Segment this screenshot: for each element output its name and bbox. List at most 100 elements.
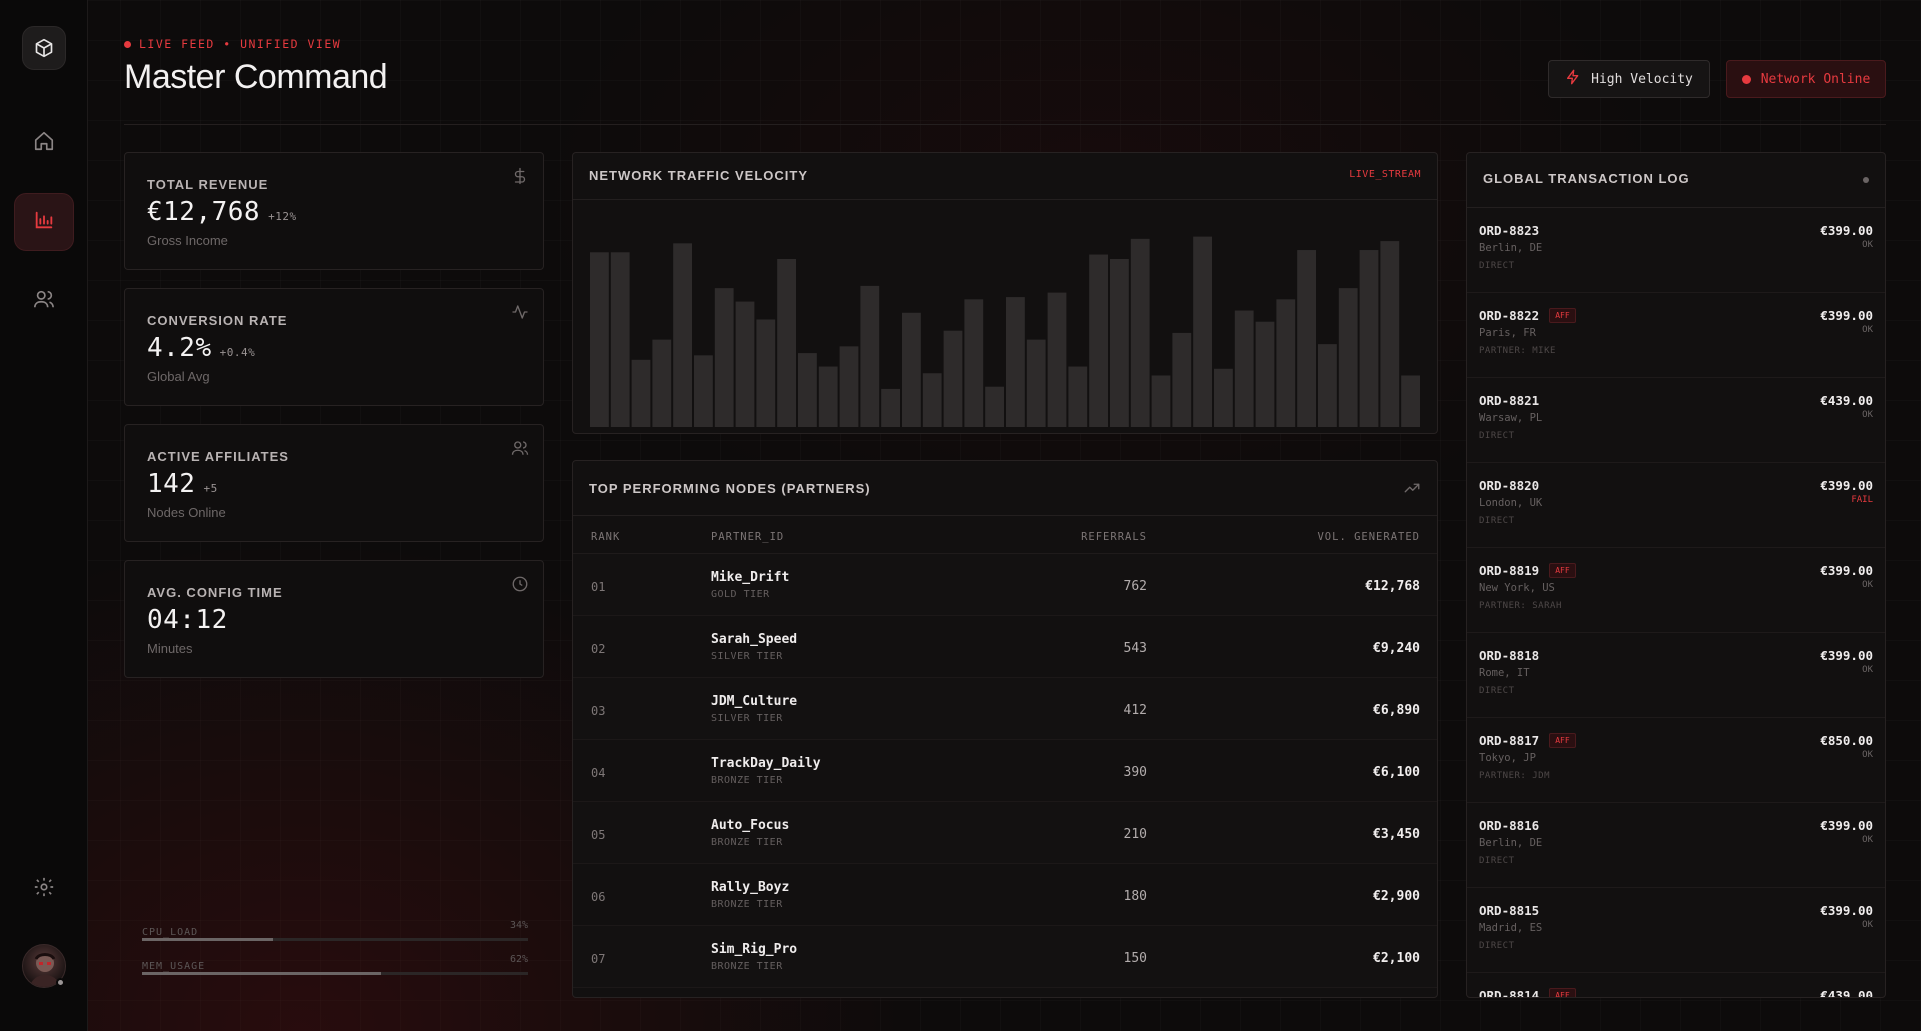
partner-name: Sim_Rig_Pro (711, 942, 798, 957)
rank-cell: 04 (591, 766, 606, 780)
stat-subtitle: Nodes Online (147, 505, 226, 520)
traffic-bar (860, 285, 880, 427)
transaction-item[interactable]: ORD-8815 Madrid, ES DIRECT €399.00 OK (1467, 888, 1885, 973)
bar-chart-icon (33, 209, 55, 236)
order-id-wrap: ORD-8821 (1479, 393, 1539, 408)
order-source: DIRECT (1479, 261, 1515, 271)
partner-name: Mike_Drift (711, 570, 790, 585)
system-meters: CPU_LOAD 34% MEM_USAGE 62% (142, 920, 528, 988)
mem-meter: MEM_USAGE 62% (142, 954, 528, 988)
order-id: ORD-8823 (1479, 223, 1540, 238)
stat-value-number: 04:12 (147, 605, 228, 635)
table-row[interactable]: 05 Auto_Focus BRONZE TIER 210 €3,450 (573, 802, 1437, 864)
sidebar-item-analytics[interactable] (14, 193, 74, 251)
table-row[interactable]: 04 TrackDay_Daily BRONZE TIER 390 €6,100 (573, 740, 1437, 802)
mem-track (142, 972, 528, 975)
transaction-log-panel: GLOBAL TRANSACTION LOG ORD-8823 Berlin, D… (1466, 152, 1886, 998)
logo-cube-icon[interactable] (22, 26, 66, 70)
referrals-cell: 390 (1123, 765, 1147, 780)
panel-divider (1467, 207, 1885, 208)
traffic-bar (1089, 254, 1108, 427)
order-id-wrap: ORD-8823 (1479, 223, 1539, 238)
high-velocity-button[interactable]: High Velocity (1548, 60, 1710, 98)
referrals-cell: 762 (1123, 579, 1147, 594)
transaction-item[interactable]: ORD-8814 AFF €439.00 (1467, 973, 1885, 998)
order-location: Rome, IT (1479, 667, 1530, 679)
order-id: ORD-8822 (1479, 308, 1540, 323)
traffic-bar (964, 299, 984, 427)
transaction-item[interactable]: ORD-8821 Warsaw, PL DIRECT €439.00 OK (1467, 378, 1885, 463)
stat-value-number: 142 (147, 469, 196, 499)
order-source: DIRECT (1479, 941, 1515, 951)
affiliate-badge: AFF (1549, 308, 1576, 323)
partner-name: Sarah_Speed (711, 632, 798, 647)
table-row[interactable]: 02 Sarah_Speed SILVER TIER 543 €9,240 (573, 616, 1437, 678)
sidebar-item-home[interactable] (14, 114, 74, 172)
live-feed-tag: LIVE FEED • UNIFIED VIEW (124, 37, 341, 51)
traffic-bar (652, 339, 672, 427)
order-location: London, UK (1479, 497, 1543, 509)
transaction-item[interactable]: ORD-8819 AFF New York, US PARTNER: SARAH €39… (1467, 548, 1885, 633)
order-id-wrap: ORD-8816 (1479, 818, 1539, 833)
volume-cell: €2,900 (1373, 889, 1420, 904)
traffic-bar (1338, 288, 1358, 427)
volume-cell: €9,240 (1373, 641, 1420, 656)
order-status: OK (1862, 580, 1873, 590)
volume-cell: €2,100 (1373, 951, 1420, 966)
transaction-item[interactable]: ORD-8822 AFF Paris, FR PARTNER: MIKE €399.00… (1467, 293, 1885, 378)
traffic-bar (839, 346, 859, 427)
sidebar (0, 0, 88, 1031)
traffic-bar (1401, 375, 1420, 427)
cpu-track (142, 938, 528, 941)
order-id: ORD-8818 (1479, 648, 1540, 663)
traffic-bar (798, 353, 817, 427)
table-row[interactable]: 01 Mike_Drift GOLD TIER 762 €12,768 (573, 554, 1437, 616)
transaction-item[interactable]: ORD-8816 Berlin, DE DIRECT €399.00 OK (1467, 803, 1885, 888)
transaction-item[interactable]: ORD-8818 Rome, IT DIRECT €399.00 OK (1467, 633, 1885, 718)
online-status-dot (56, 978, 65, 987)
sidebar-item-users[interactable] (14, 272, 74, 330)
rank-cell: 01 (591, 580, 606, 594)
panel-title: NETWORK TRAFFIC VELOCITY (589, 168, 808, 183)
traffic-bar (818, 366, 838, 427)
network-online-button[interactable]: Network Online (1726, 60, 1886, 98)
order-amount: €439.00 (1820, 988, 1873, 998)
column-header-rank[interactable]: RANK (591, 531, 621, 543)
order-amount: €399.00 (1820, 648, 1873, 663)
order-id: ORD-8819 (1479, 563, 1540, 578)
transaction-item[interactable]: ORD-8820 London, UK DIRECT €399.00 FAIL (1467, 463, 1885, 548)
transaction-item[interactable]: ORD-8817 AFF Tokyo, JP PARTNER: JDM €850.00 O… (1467, 718, 1885, 803)
table-row[interactable]: 03 JDM_Culture SILVER TIER 412 €6,890 (573, 678, 1437, 740)
order-amount: €399.00 (1820, 818, 1873, 833)
table-row[interactable]: 06 Rally_Boyz BRONZE TIER 180 €2,900 (573, 864, 1437, 926)
order-amount: €399.00 (1820, 223, 1873, 238)
stat-label: AVG. CONFIG TIME (147, 585, 283, 600)
traffic-bar (1359, 250, 1379, 427)
stat-value-number: 4.2% (147, 333, 212, 363)
transaction-item[interactable]: ORD-8823 Berlin, DE DIRECT €399.00 OK (1467, 208, 1885, 293)
traffic-bar (694, 355, 713, 427)
column-header-volume[interactable]: VOL. GENERATED (1317, 531, 1420, 543)
tier-label: BRONZE TIER (711, 837, 783, 848)
order-id: ORD-8814 (1479, 988, 1540, 998)
panel-divider (573, 199, 1437, 200)
traffic-bar (922, 373, 942, 427)
column-header-referrals[interactable]: REFERRALS (1081, 531, 1147, 543)
table-row[interactable]: 07 Sim_Rig_Pro BRONZE TIER 150 €2,100 (573, 926, 1437, 988)
order-status: OK (1862, 920, 1873, 930)
order-location: Madrid, ES (1479, 922, 1543, 934)
network-online-label: Network Online (1760, 71, 1871, 87)
traffic-bar (1255, 321, 1275, 427)
order-status: OK (1862, 750, 1873, 760)
high-velocity-label: High Velocity (1591, 71, 1693, 87)
stat-card-revenue: TOTAL REVENUE €12,768 +12% Gross Income (124, 152, 544, 270)
traffic-bar (777, 259, 796, 427)
column-header-partner[interactable]: PARTNER_ID (711, 531, 785, 543)
referrals-cell: 210 (1123, 827, 1147, 842)
tier-label: SILVER TIER (711, 713, 783, 724)
partner-name: JDM_Culture (711, 694, 798, 709)
stat-value: 4.2% +0.4% (147, 333, 255, 363)
stat-card-config-time: AVG. CONFIG TIME 04:12 Minutes (124, 560, 544, 678)
settings-button[interactable] (14, 860, 74, 918)
order-location: Tokyo, JP (1479, 752, 1536, 764)
